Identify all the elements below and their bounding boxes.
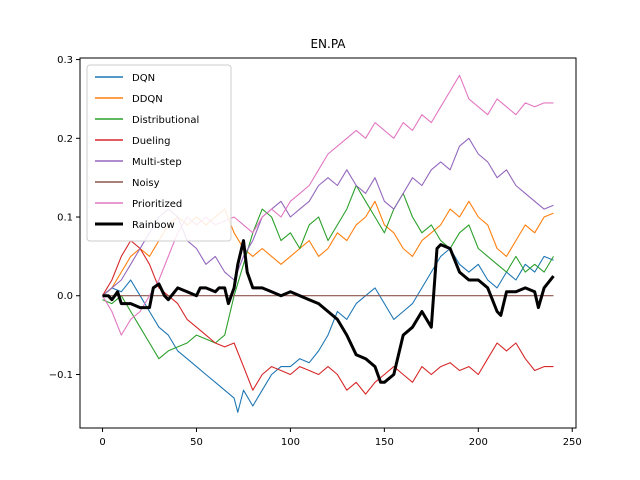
chart-title: EN.PA: [310, 37, 346, 51]
series-line-rainbow: [102, 239, 555, 384]
legend-label: Rainbow: [132, 220, 175, 231]
plot-area: [102, 74, 555, 413]
series-line-dueling: [102, 240, 554, 395]
axes-frame: [79, 57, 577, 429]
series-line-dqn: [102, 247, 554, 413]
y-tick-label: −0.1: [49, 370, 73, 381]
legend-label: Multi-step: [132, 157, 182, 168]
y-axis: −0.1 0.0 0.1 0.2 0.3: [49, 55, 80, 381]
x-tick-label: 50: [190, 437, 203, 448]
y-tick-label: 0.3: [57, 55, 73, 66]
series-layer: [102, 74, 555, 413]
legend-label: Prioritized: [132, 199, 182, 210]
x-axis: 0 50 100 150 200 250: [99, 428, 582, 448]
legend-label: Distributional: [132, 115, 199, 126]
legend-label: Noisy: [132, 178, 160, 189]
y-tick-label: 0.0: [57, 291, 73, 302]
legend: DQN DDQN Distributional Dueling Multi-step No…: [86, 64, 232, 242]
x-tick-label: 150: [375, 437, 394, 448]
legend-box: [86, 64, 232, 242]
series-line-distributional: [102, 184, 554, 360]
y-tick-label: 0.1: [57, 213, 73, 224]
legend-label: DQN: [132, 73, 155, 84]
x-tick-label: 0: [99, 437, 105, 448]
x-tick-label: 100: [281, 437, 300, 448]
x-tick-label: 250: [563, 437, 582, 448]
x-tick-label: 200: [469, 437, 488, 448]
y-tick-label: 0.2: [57, 134, 73, 145]
legend-label: DDQN: [132, 94, 163, 105]
legend-label: Dueling: [132, 136, 170, 147]
